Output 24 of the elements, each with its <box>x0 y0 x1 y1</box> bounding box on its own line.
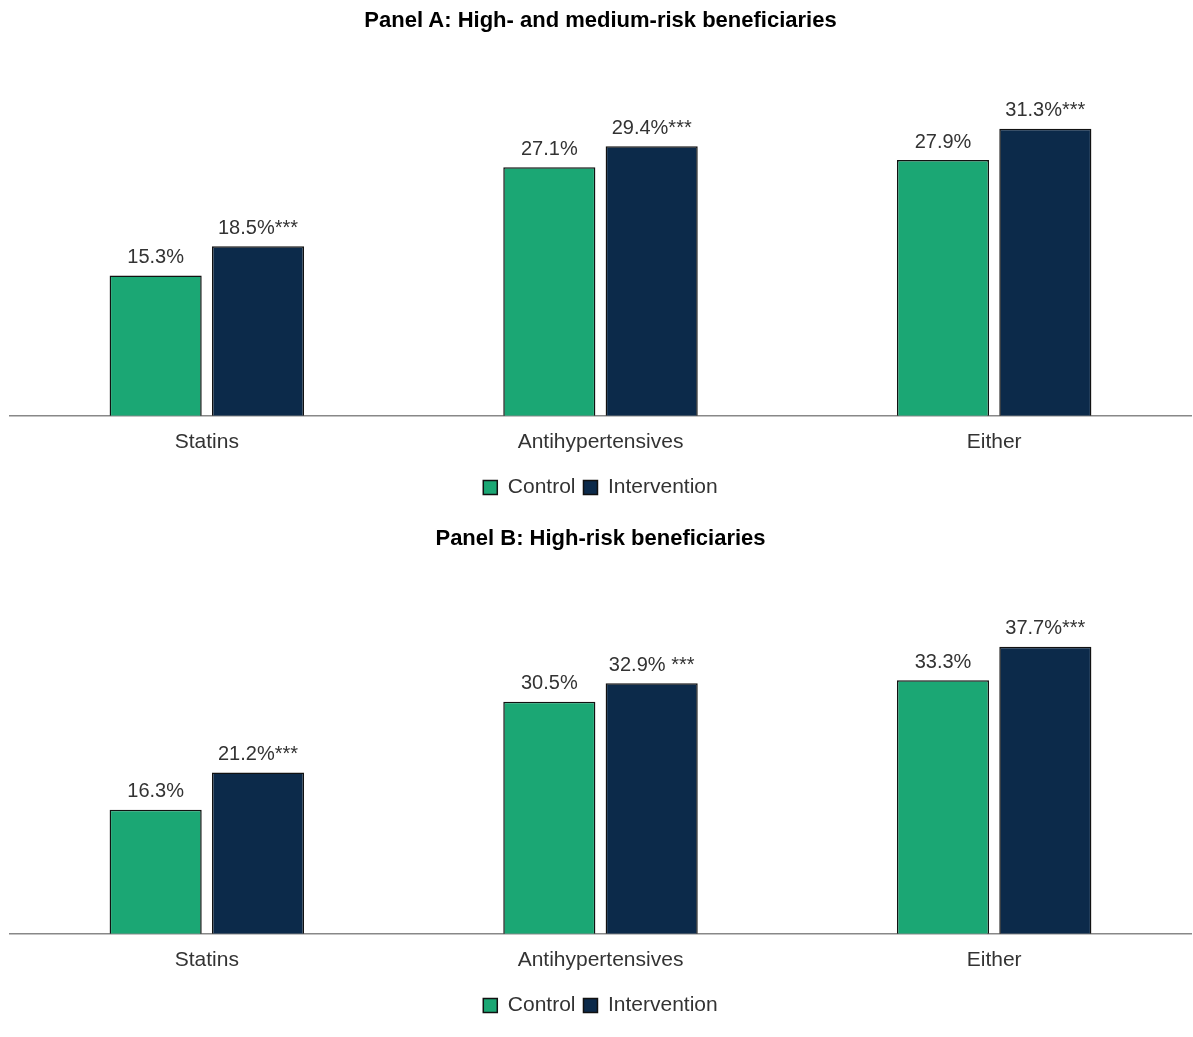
data-label: 18.5%*** <box>217 215 299 238</box>
data-label: 33.3% <box>914 649 972 672</box>
data-label: 30.5% <box>520 671 578 694</box>
chart-title: Panel A: High- and medium-risk beneficiaries <box>364 7 837 33</box>
chart-title: Panel B: High-risk beneficiaries <box>435 525 766 551</box>
data-label: 29.4%*** <box>611 115 692 138</box>
legend-label: Control <box>507 992 576 1016</box>
x-tick-label: Statins <box>174 429 239 453</box>
data-label: 32.9% *** <box>608 652 695 675</box>
legend-label: Intervention <box>607 992 718 1016</box>
data-label: 15.3% <box>127 245 185 268</box>
data-label: 27.1% <box>520 136 578 159</box>
data-label: 21.2%*** <box>217 741 299 764</box>
legend-label: Control <box>507 474 576 498</box>
data-label: 37.7%*** <box>1005 616 1086 639</box>
x-tick-label: Antihypertensives <box>517 947 684 971</box>
x-tick-label: Antihypertensives <box>517 429 684 453</box>
data-label: 31.3%*** <box>1005 98 1086 121</box>
x-tick-label: Either <box>966 429 1022 453</box>
data-label: 27.9% <box>914 129 972 152</box>
legend-label: Intervention <box>607 474 718 498</box>
x-tick-label: Statins <box>174 947 239 971</box>
x-tick-label: Either <box>966 947 1022 971</box>
data-label: 16.3% <box>127 779 185 802</box>
